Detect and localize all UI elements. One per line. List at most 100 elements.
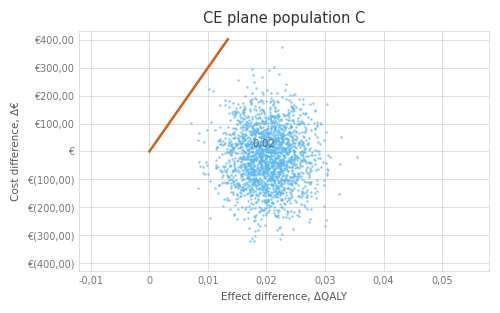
Point <box>264 192 272 197</box>
Point <box>233 141 241 146</box>
Point <box>294 213 302 218</box>
Point <box>254 194 262 199</box>
Point <box>298 139 306 144</box>
Point <box>270 157 278 162</box>
Point <box>300 158 308 163</box>
Point <box>296 160 304 165</box>
Point <box>236 163 244 168</box>
Point <box>262 169 270 174</box>
Point <box>268 114 276 119</box>
Point <box>284 185 292 190</box>
Point <box>271 147 279 152</box>
Point <box>258 172 266 177</box>
Point <box>267 176 275 181</box>
Point <box>254 151 262 156</box>
Point <box>268 175 276 180</box>
Point <box>263 140 271 145</box>
Point <box>261 198 269 203</box>
Point <box>278 231 286 236</box>
Point <box>266 144 274 149</box>
Point <box>216 103 224 108</box>
Point <box>240 139 248 144</box>
Point <box>266 208 274 213</box>
Point <box>228 173 235 178</box>
Point <box>250 239 258 244</box>
Point <box>252 169 260 174</box>
Point <box>240 156 248 162</box>
Point <box>276 193 284 198</box>
Point <box>253 147 261 152</box>
Point <box>295 121 303 126</box>
Point <box>274 99 282 104</box>
Point <box>230 162 237 167</box>
Point <box>250 156 258 161</box>
Point <box>255 146 263 151</box>
Point <box>280 178 288 183</box>
Point <box>270 115 278 121</box>
Point <box>253 140 261 145</box>
Point <box>265 135 273 140</box>
Point <box>288 144 296 149</box>
Point <box>226 133 234 138</box>
Point <box>264 149 272 154</box>
Point <box>214 138 222 143</box>
Point <box>280 146 287 151</box>
Point <box>254 178 262 183</box>
Point <box>256 166 264 171</box>
Point <box>300 142 308 147</box>
Point <box>301 149 309 154</box>
Point <box>284 165 292 170</box>
Point <box>260 164 268 169</box>
Point <box>301 183 309 188</box>
Point <box>272 139 280 144</box>
Point <box>290 160 298 165</box>
Point <box>264 178 272 183</box>
Point <box>279 160 287 165</box>
Point <box>269 178 277 183</box>
Point <box>237 174 245 179</box>
Point <box>268 154 276 159</box>
Point <box>270 157 278 162</box>
Point <box>269 141 277 146</box>
Point <box>294 165 302 170</box>
Point <box>245 164 253 169</box>
Point <box>282 125 290 130</box>
Point <box>234 199 241 204</box>
Point <box>248 96 256 101</box>
Point <box>220 143 228 148</box>
Point <box>246 123 254 128</box>
Point <box>267 90 275 95</box>
Point <box>273 227 281 232</box>
Point <box>240 161 248 166</box>
Point <box>239 107 247 112</box>
Point <box>234 119 242 124</box>
Point <box>213 144 221 149</box>
Point <box>260 175 268 180</box>
Point <box>268 165 276 170</box>
Point <box>229 147 237 152</box>
Point <box>250 164 258 169</box>
Point <box>262 190 270 195</box>
Point <box>212 157 220 162</box>
Point <box>266 143 274 148</box>
Point <box>248 123 256 128</box>
Point <box>274 114 282 119</box>
Point <box>277 158 285 163</box>
Point <box>258 157 266 162</box>
Point <box>312 188 320 193</box>
Point <box>278 159 285 164</box>
Point <box>242 126 250 131</box>
Point <box>269 103 277 108</box>
Point <box>244 129 252 134</box>
Point <box>297 143 305 148</box>
Point <box>258 135 266 140</box>
Point <box>289 141 297 146</box>
Point <box>246 193 254 198</box>
Point <box>293 136 301 141</box>
Point <box>254 130 262 135</box>
Point <box>285 133 293 138</box>
Point <box>220 167 228 172</box>
Point <box>280 168 288 173</box>
Point <box>298 148 306 153</box>
Point <box>212 165 220 170</box>
